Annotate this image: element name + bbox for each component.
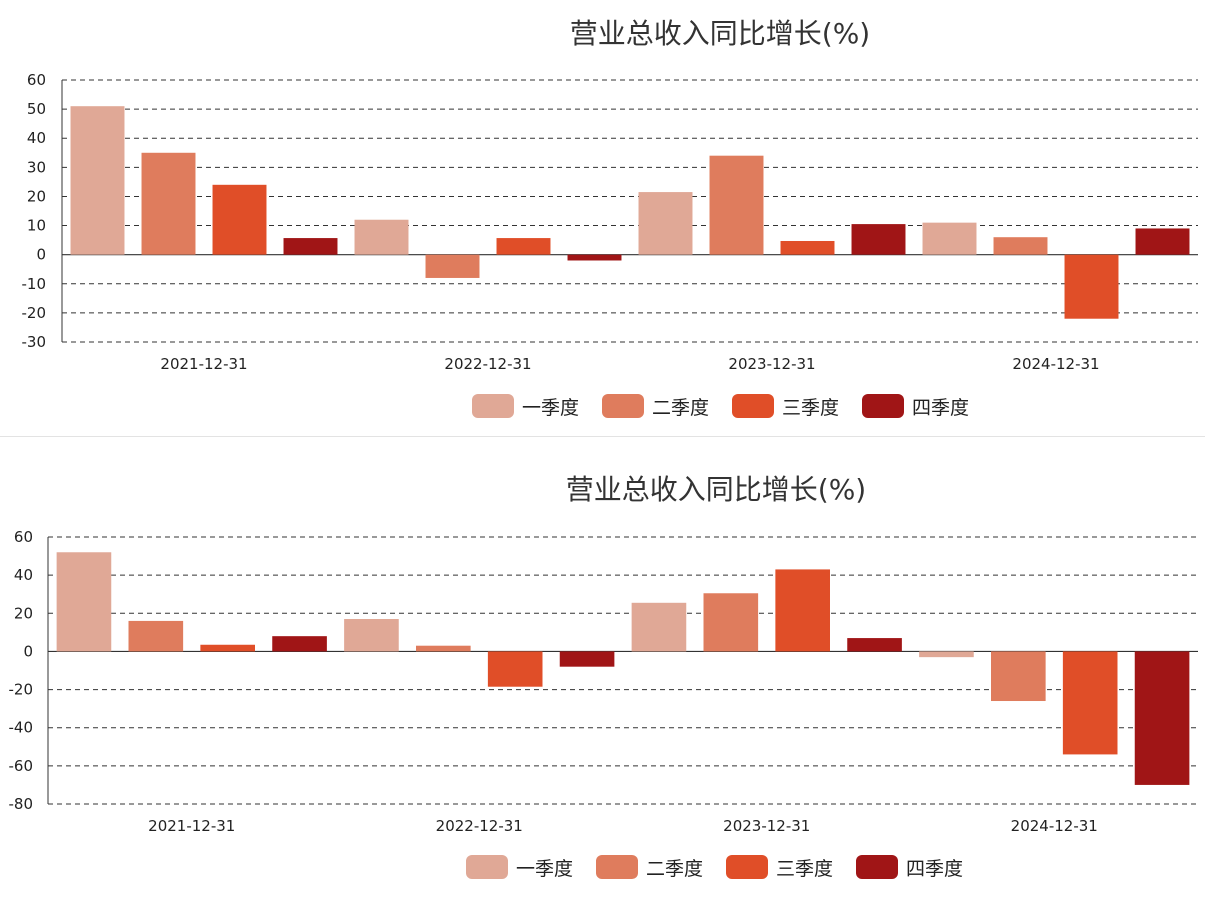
bar — [1135, 228, 1190, 255]
bar — [775, 569, 830, 652]
y-tick-label: 0 — [23, 642, 33, 660]
chart-title: 营业总收入同比增长(%) — [570, 17, 870, 50]
bar — [1134, 651, 1190, 785]
bar — [354, 219, 409, 255]
bar — [638, 192, 693, 255]
bar — [919, 651, 974, 658]
legend-label: 三季度 — [782, 397, 839, 419]
bar — [344, 619, 399, 652]
bar — [416, 645, 471, 652]
legend-swatch — [472, 394, 514, 418]
bar — [703, 593, 759, 652]
bar — [631, 602, 687, 652]
bar — [212, 184, 267, 255]
bar — [922, 222, 977, 255]
legend-swatch — [732, 394, 774, 418]
legend-swatch — [602, 394, 644, 418]
chart-panel-2: 营业总收入同比增长(%) 60 40 20 0 -20 -40 -60 -80 2021-12… — [0, 438, 1221, 897]
y-tick-label: 60 — [27, 71, 46, 89]
x-tick-label: 2022-12-31 — [436, 817, 523, 835]
legend-swatch — [466, 855, 508, 879]
chart-2: 营业总收入同比增长(%) 60 40 20 0 -20 -40 -60 -80 2021-12… — [9, 473, 1198, 880]
bar — [709, 155, 764, 255]
bar — [1064, 254, 1119, 319]
legend-label: 二季度 — [646, 858, 703, 880]
bar — [141, 152, 196, 255]
y-tick-label: -10 — [22, 275, 47, 293]
x-tick-label: 2021-12-31 — [148, 817, 235, 835]
y-tick-label: -30 — [22, 333, 47, 351]
y-tick-label: 60 — [14, 528, 33, 546]
y-tick-label: -20 — [22, 304, 47, 322]
bar — [70, 106, 125, 255]
legend-label: 三季度 — [776, 858, 833, 880]
legend-swatch — [856, 855, 898, 879]
bar — [780, 240, 835, 255]
y-tick-label: -40 — [9, 719, 34, 737]
x-tick-label: 2024-12-31 — [1011, 817, 1098, 835]
bar — [991, 651, 1046, 702]
bar — [283, 238, 338, 255]
y-tick-label: 50 — [27, 100, 46, 118]
legend-label: 四季度 — [912, 397, 969, 419]
panel-divider — [0, 436, 1205, 437]
bar — [128, 620, 184, 652]
bar — [200, 644, 255, 652]
legend-swatch — [862, 394, 904, 418]
x-tick-label: 2023-12-31 — [723, 817, 810, 835]
x-tick-label: 2022-12-31 — [444, 355, 531, 373]
legend-label: 一季度 — [516, 858, 573, 880]
y-tick-label: 40 — [14, 566, 33, 584]
x-tick-label: 2021-12-31 — [160, 355, 247, 373]
legend-label: 一季度 — [522, 397, 579, 419]
y-tick-label: 10 — [27, 217, 46, 235]
bar — [847, 638, 902, 652]
bar — [1062, 651, 1118, 755]
y-tick-label: 20 — [27, 187, 46, 205]
bar — [272, 636, 327, 652]
chart-panel-1: 营业总收入同比增长(%) 60 50 40 30 20 10 0 -10 -20 -30 2021… — [0, 0, 1221, 437]
x-tick-label: 2024-12-31 — [1012, 355, 1099, 373]
chart-1: 营业总收入同比增长(%) 60 50 40 30 20 10 0 -10 -20 -30 2021… — [22, 17, 1198, 419]
bar — [56, 552, 112, 652]
legend-label: 二季度 — [652, 397, 709, 419]
y-tick-label: -20 — [9, 681, 34, 699]
legend-swatch — [726, 855, 768, 879]
legend-swatch — [596, 855, 638, 879]
y-tick-label: 40 — [27, 129, 46, 147]
y-tick-label: 30 — [27, 158, 46, 176]
bar — [425, 254, 480, 278]
bar — [567, 254, 622, 261]
x-tick-label: 2023-12-31 — [728, 355, 815, 373]
y-tick-label: -80 — [9, 795, 34, 813]
y-tick-label: 0 — [36, 246, 46, 264]
bar — [487, 651, 543, 687]
y-tick-label: -60 — [9, 757, 34, 775]
bar — [851, 224, 906, 255]
chart-title: 营业总收入同比增长(%) — [566, 473, 866, 506]
legend-label: 四季度 — [906, 858, 963, 880]
bar — [496, 238, 551, 255]
y-tick-label: 20 — [14, 604, 33, 622]
bar — [559, 651, 615, 667]
bar — [993, 237, 1048, 255]
